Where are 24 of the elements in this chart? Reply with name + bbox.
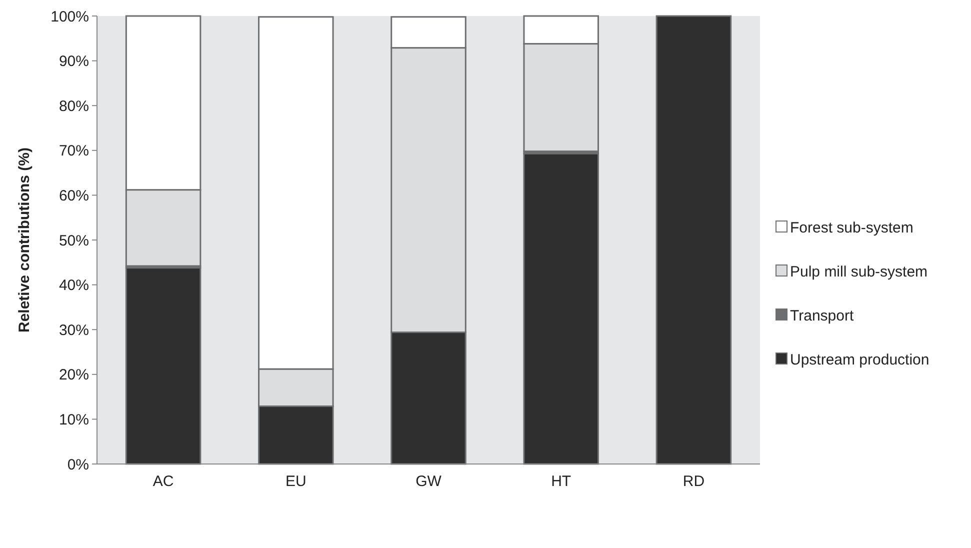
bar — [656, 15, 732, 465]
y-tick-label: 20% — [58, 366, 89, 384]
y-tick-label: 60% — [58, 187, 89, 204]
y-tick-label: 10% — [58, 411, 89, 428]
x-tick-label: AC — [152, 473, 174, 490]
y-axis-title: Reletive contributions (%) — [16, 147, 33, 333]
y-tick-label: 100% — [50, 8, 89, 26]
legend-label: Transport — [790, 307, 854, 324]
y-tick-label: 50% — [58, 232, 89, 250]
x-tick-label: HT — [551, 473, 572, 490]
y-tick-label: 40% — [58, 277, 89, 294]
bar — [523, 152, 599, 465]
y-tick-label: 70% — [58, 142, 89, 160]
legend-label: Pulp mill sub-system — [790, 263, 928, 280]
legend-label: Upstream production — [790, 351, 930, 368]
x-tick-label: EU — [285, 473, 306, 490]
y-tick-label: 80% — [58, 98, 89, 115]
legend-label: Forest sub-system — [790, 219, 914, 236]
y-tick-label: 0% — [67, 456, 89, 474]
bar — [125, 267, 202, 465]
y-tick-label: 90% — [58, 53, 89, 70]
y-tick-label: 30% — [58, 322, 89, 339]
x-tick-label: GW — [416, 473, 442, 490]
x-tick-label: RD — [682, 473, 705, 490]
